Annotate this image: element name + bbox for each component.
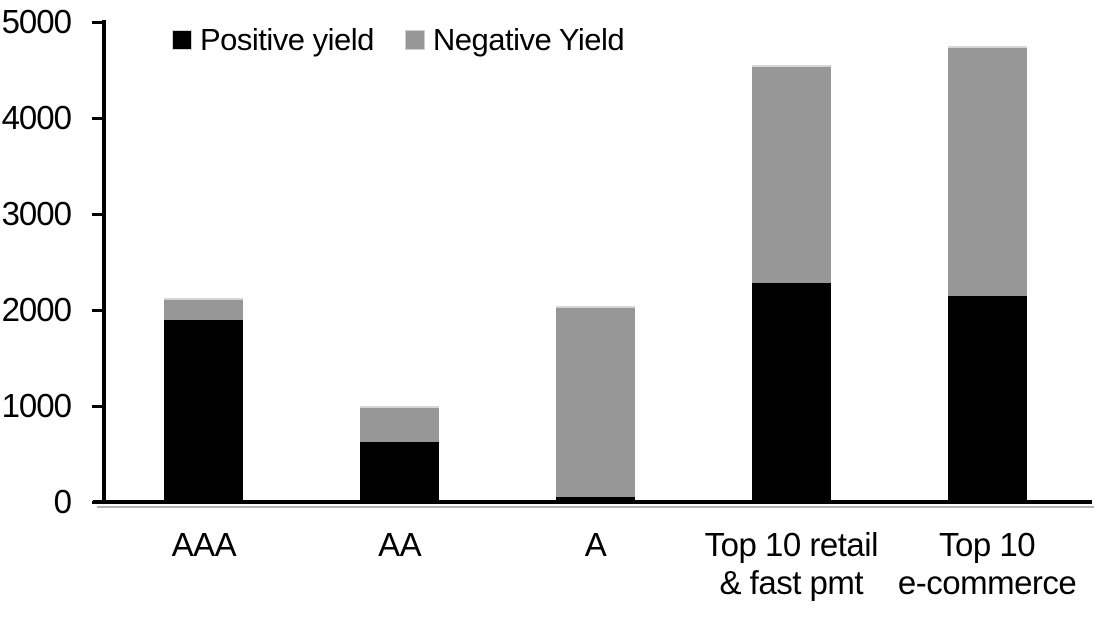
y-axis-tick-1000	[92, 404, 106, 408]
y-axis-tick-label-0: 0	[53, 483, 72, 520]
negative-yield-bar-aaa	[164, 297, 244, 320]
y-axis-tick-label-5000: 5000	[1, 3, 72, 40]
legend-item-negative-yield: Negative Yield	[404, 22, 625, 58]
positive-yield-bar-aa	[360, 442, 440, 502]
positive-yield-bar-a	[556, 497, 635, 502]
legend-label-negative-yield: Negative Yield	[432, 22, 625, 57]
negative-yield-swatch	[404, 30, 425, 50]
legend-item-positive-yield: Positive yield	[172, 22, 374, 58]
positive-yield-bar-top-10	[947, 295, 1027, 502]
x-axis-shadow-line	[97, 506, 1094, 508]
y-axis-tick-3000	[92, 212, 106, 216]
negative-yield-bar-top-10	[947, 46, 1027, 296]
legend-label-positive-yield: Positive yield	[200, 22, 374, 57]
negative-yield-bar-top-10-retail	[751, 65, 831, 284]
x-axis-line	[93, 500, 1092, 504]
y-axis-tick-label-3000: 3000	[1, 195, 72, 232]
negative-yield-bar-a	[556, 306, 635, 498]
chart-legend: Positive yield Negative Yield	[172, 22, 625, 58]
y-axis-line	[102, 20, 106, 504]
x-axis-label-aaa: AAA	[171, 526, 237, 563]
positive-yield-bar-top-10-retail	[751, 283, 831, 502]
x-axis-label-aa: AA	[378, 526, 422, 563]
y-axis-tick-5000	[92, 20, 106, 24]
x-axis-label-a: A	[584, 526, 607, 563]
y-axis-tick-label-1000: 1000	[1, 387, 72, 424]
y-axis-tick-label-4000: 4000	[1, 99, 72, 136]
y-axis-tick-2000	[92, 308, 106, 312]
y-axis-tick-4000	[92, 116, 106, 120]
negative-yield-bar-aa	[360, 406, 440, 442]
positive-yield-bar-aaa	[164, 319, 244, 502]
positive-yield-swatch	[172, 30, 192, 50]
x-axis-label-top-10-retail: Top 10 retail & fast pmt	[704, 526, 879, 601]
y-axis-tick-label-2000: 2000	[1, 291, 72, 328]
x-axis-label-top-10: Top 10 e-commerce	[897, 526, 1077, 601]
